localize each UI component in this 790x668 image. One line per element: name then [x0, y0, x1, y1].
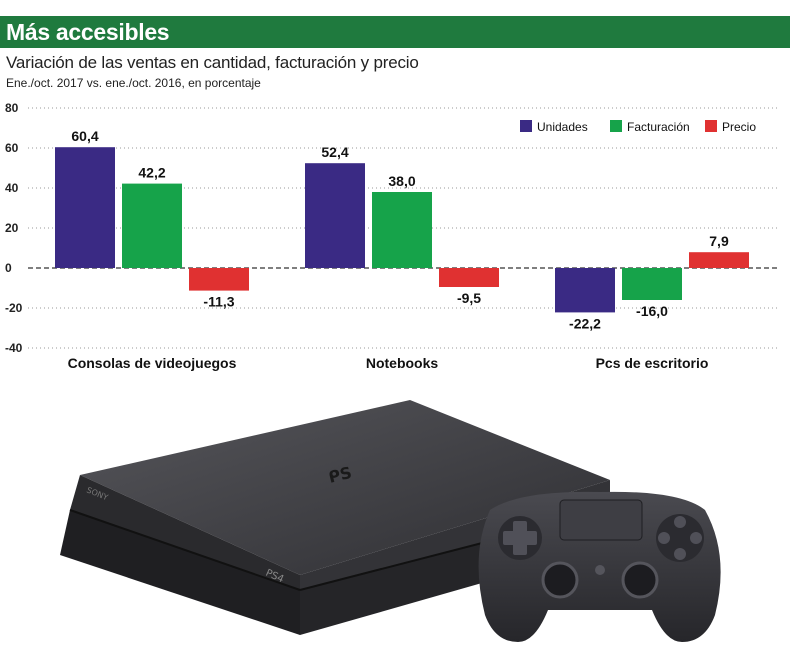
y-tick-label: 40 — [5, 181, 19, 195]
data-label: 7,9 — [709, 233, 729, 249]
y-tick-label: 80 — [5, 101, 19, 115]
product-illustration: ᑭS SONY PS4 — [60, 400, 721, 642]
chart-title: Variación de las ventas en cantidad, fac… — [6, 53, 419, 72]
controller-icon — [478, 491, 721, 642]
category-label: Notebooks — [366, 355, 439, 371]
category-label: Consolas de videojuegos — [68, 355, 237, 371]
bar — [555, 268, 615, 313]
data-label: -22,2 — [569, 315, 601, 331]
bar — [689, 252, 749, 268]
y-tick-label: -20 — [5, 301, 23, 315]
y-tick-label: 0 — [5, 261, 12, 275]
bar — [305, 163, 365, 268]
data-label: 52,4 — [321, 144, 348, 160]
chart-subtitle: Ene./oct. 2017 vs. ene./oct. 2016, en po… — [6, 76, 261, 90]
legend-swatch — [610, 120, 622, 132]
legend-swatch — [705, 120, 717, 132]
bar — [439, 268, 499, 287]
y-tick-label: -40 — [5, 341, 23, 355]
data-label: -16,0 — [636, 303, 668, 319]
data-label: 38,0 — [388, 173, 415, 189]
legend-swatch — [520, 120, 532, 132]
bar — [622, 268, 682, 300]
data-label: -11,3 — [203, 294, 234, 310]
data-label: 60,4 — [71, 128, 98, 144]
data-label: -9,5 — [457, 290, 481, 306]
y-tick-label: 60 — [5, 141, 19, 155]
data-label: 42,2 — [138, 165, 165, 181]
bar — [372, 192, 432, 268]
bar-chart: 80 60 40 20 0 -20 -40 60,4 42,2 -11,3 Consolas de … — [5, 101, 780, 371]
legend-label: Facturación — [627, 120, 690, 134]
bar — [189, 268, 249, 291]
bar — [55, 147, 115, 268]
legend-label: Unidades — [537, 120, 588, 134]
category-label: Pcs de escritorio — [596, 355, 709, 371]
bar — [122, 183, 182, 268]
y-tick-label: 20 — [5, 221, 19, 235]
legend-label: Precio — [722, 120, 756, 134]
header-title: Más accesibles — [0, 16, 790, 48]
